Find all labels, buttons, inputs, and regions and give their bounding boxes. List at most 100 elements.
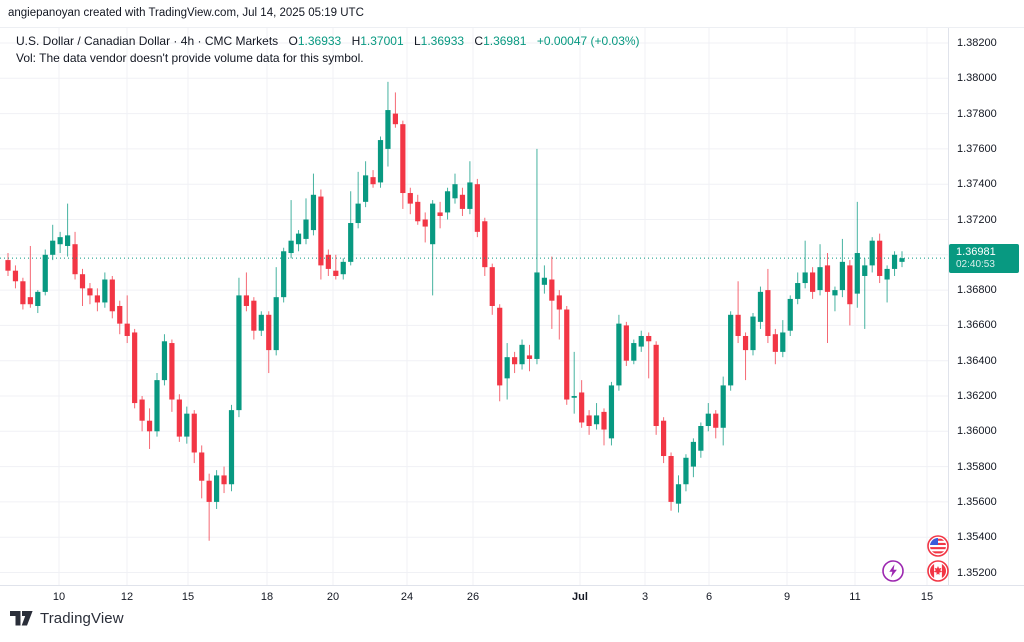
candle[interactable] xyxy=(519,344,525,365)
candle[interactable] xyxy=(742,335,749,351)
candle[interactable] xyxy=(146,420,153,432)
candle[interactable] xyxy=(467,182,473,209)
candle[interactable] xyxy=(50,240,56,255)
candle[interactable] xyxy=(79,274,86,289)
candle[interactable] xyxy=(735,314,741,336)
candle[interactable] xyxy=(437,212,443,216)
candle[interactable] xyxy=(705,413,711,427)
candle[interactable] xyxy=(832,290,838,296)
candle[interactable] xyxy=(124,323,130,336)
candle[interactable] xyxy=(601,411,607,430)
candle[interactable] xyxy=(176,399,182,437)
candle[interactable] xyxy=(810,272,816,292)
candle[interactable] xyxy=(273,297,279,351)
candle[interactable] xyxy=(720,385,726,428)
candle[interactable] xyxy=(102,279,108,303)
candle[interactable] xyxy=(5,260,11,271)
candle[interactable] xyxy=(281,251,287,298)
candle[interactable] xyxy=(824,265,831,292)
candle[interactable] xyxy=(228,410,235,485)
candle[interactable] xyxy=(407,193,413,204)
candle[interactable] xyxy=(623,325,629,361)
candle[interactable] xyxy=(72,244,78,275)
candle[interactable] xyxy=(891,254,898,269)
candle[interactable] xyxy=(400,124,406,194)
candle[interactable] xyxy=(757,291,764,322)
candle[interactable] xyxy=(161,341,168,381)
candle[interactable] xyxy=(854,253,860,294)
candle[interactable] xyxy=(310,194,317,231)
candle[interactable] xyxy=(363,175,369,202)
candle[interactable] xyxy=(549,279,555,301)
candle[interactable] xyxy=(728,314,734,386)
candle[interactable] xyxy=(534,272,540,359)
time-axis[interactable]: 10 12 15 18 20 24 26 Jul 3 6 9 11 15 xyxy=(0,585,1024,607)
candle[interactable] xyxy=(653,344,659,427)
candle[interactable] xyxy=(593,415,600,425)
candle[interactable] xyxy=(772,334,778,352)
candle[interactable] xyxy=(303,219,309,239)
candle[interactable] xyxy=(87,288,93,296)
candle[interactable] xyxy=(94,295,100,303)
canada-flag-event-icon[interactable] xyxy=(927,560,950,583)
candle[interactable] xyxy=(206,480,212,502)
candle[interactable] xyxy=(690,441,696,467)
candle[interactable] xyxy=(675,484,682,504)
economic-event-icon[interactable] xyxy=(882,560,905,583)
candle[interactable] xyxy=(348,223,354,262)
candle[interactable] xyxy=(482,221,488,268)
candle[interactable] xyxy=(318,196,324,266)
candle[interactable] xyxy=(295,233,302,245)
candle[interactable] xyxy=(65,235,71,246)
candle[interactable] xyxy=(616,323,622,386)
candle[interactable] xyxy=(42,254,48,292)
candle[interactable] xyxy=(214,475,220,502)
candle[interactable] xyxy=(258,314,264,331)
candle[interactable] xyxy=(489,267,495,306)
candle[interactable] xyxy=(221,475,227,485)
candle[interactable] xyxy=(422,219,428,227)
candle[interactable] xyxy=(787,298,793,331)
candle[interactable] xyxy=(750,316,756,351)
candle[interactable] xyxy=(243,295,249,306)
candle[interactable] xyxy=(392,113,398,125)
candle[interactable] xyxy=(579,392,585,423)
candle[interactable] xyxy=(199,452,205,481)
candle[interactable] xyxy=(795,283,801,299)
candle[interactable] xyxy=(154,380,160,432)
price-axis[interactable]: 1.38200 1.38000 1.37800 1.37600 1.37400 1.372… xyxy=(948,28,1024,607)
candle[interactable] xyxy=(444,191,451,213)
candle[interactable] xyxy=(117,305,123,324)
candle[interactable] xyxy=(35,291,41,306)
candle[interactable] xyxy=(564,309,570,400)
candle[interactable] xyxy=(266,314,272,351)
candle[interactable] xyxy=(512,357,518,365)
candle[interactable] xyxy=(377,140,384,183)
tradingview-logo[interactable]: TradingView xyxy=(10,610,124,627)
candle[interactable] xyxy=(556,295,562,310)
candle[interactable] xyxy=(355,203,361,224)
candle[interactable] xyxy=(541,277,547,285)
candle[interactable] xyxy=(169,343,175,400)
candle[interactable] xyxy=(132,332,138,404)
candle[interactable] xyxy=(251,300,257,331)
candle[interactable] xyxy=(288,240,294,254)
candle[interactable] xyxy=(504,357,510,379)
candle[interactable] xyxy=(27,297,33,305)
candle[interactable] xyxy=(899,258,905,262)
candle[interactable] xyxy=(526,355,533,359)
candle[interactable] xyxy=(646,335,652,342)
candle[interactable] xyxy=(661,420,667,457)
candle[interactable] xyxy=(139,399,145,421)
symbol-title[interactable]: U.S. Dollar / Canadian Dollar xyxy=(16,34,171,48)
candle[interactable] xyxy=(765,290,771,336)
candle[interactable] xyxy=(802,272,808,284)
candle[interactable] xyxy=(698,426,704,451)
candle[interactable] xyxy=(340,261,346,275)
candle[interactable] xyxy=(847,265,853,305)
candle[interactable] xyxy=(780,332,786,352)
candle[interactable] xyxy=(631,343,637,361)
candle[interactable] xyxy=(415,201,421,222)
candle[interactable] xyxy=(877,240,883,276)
